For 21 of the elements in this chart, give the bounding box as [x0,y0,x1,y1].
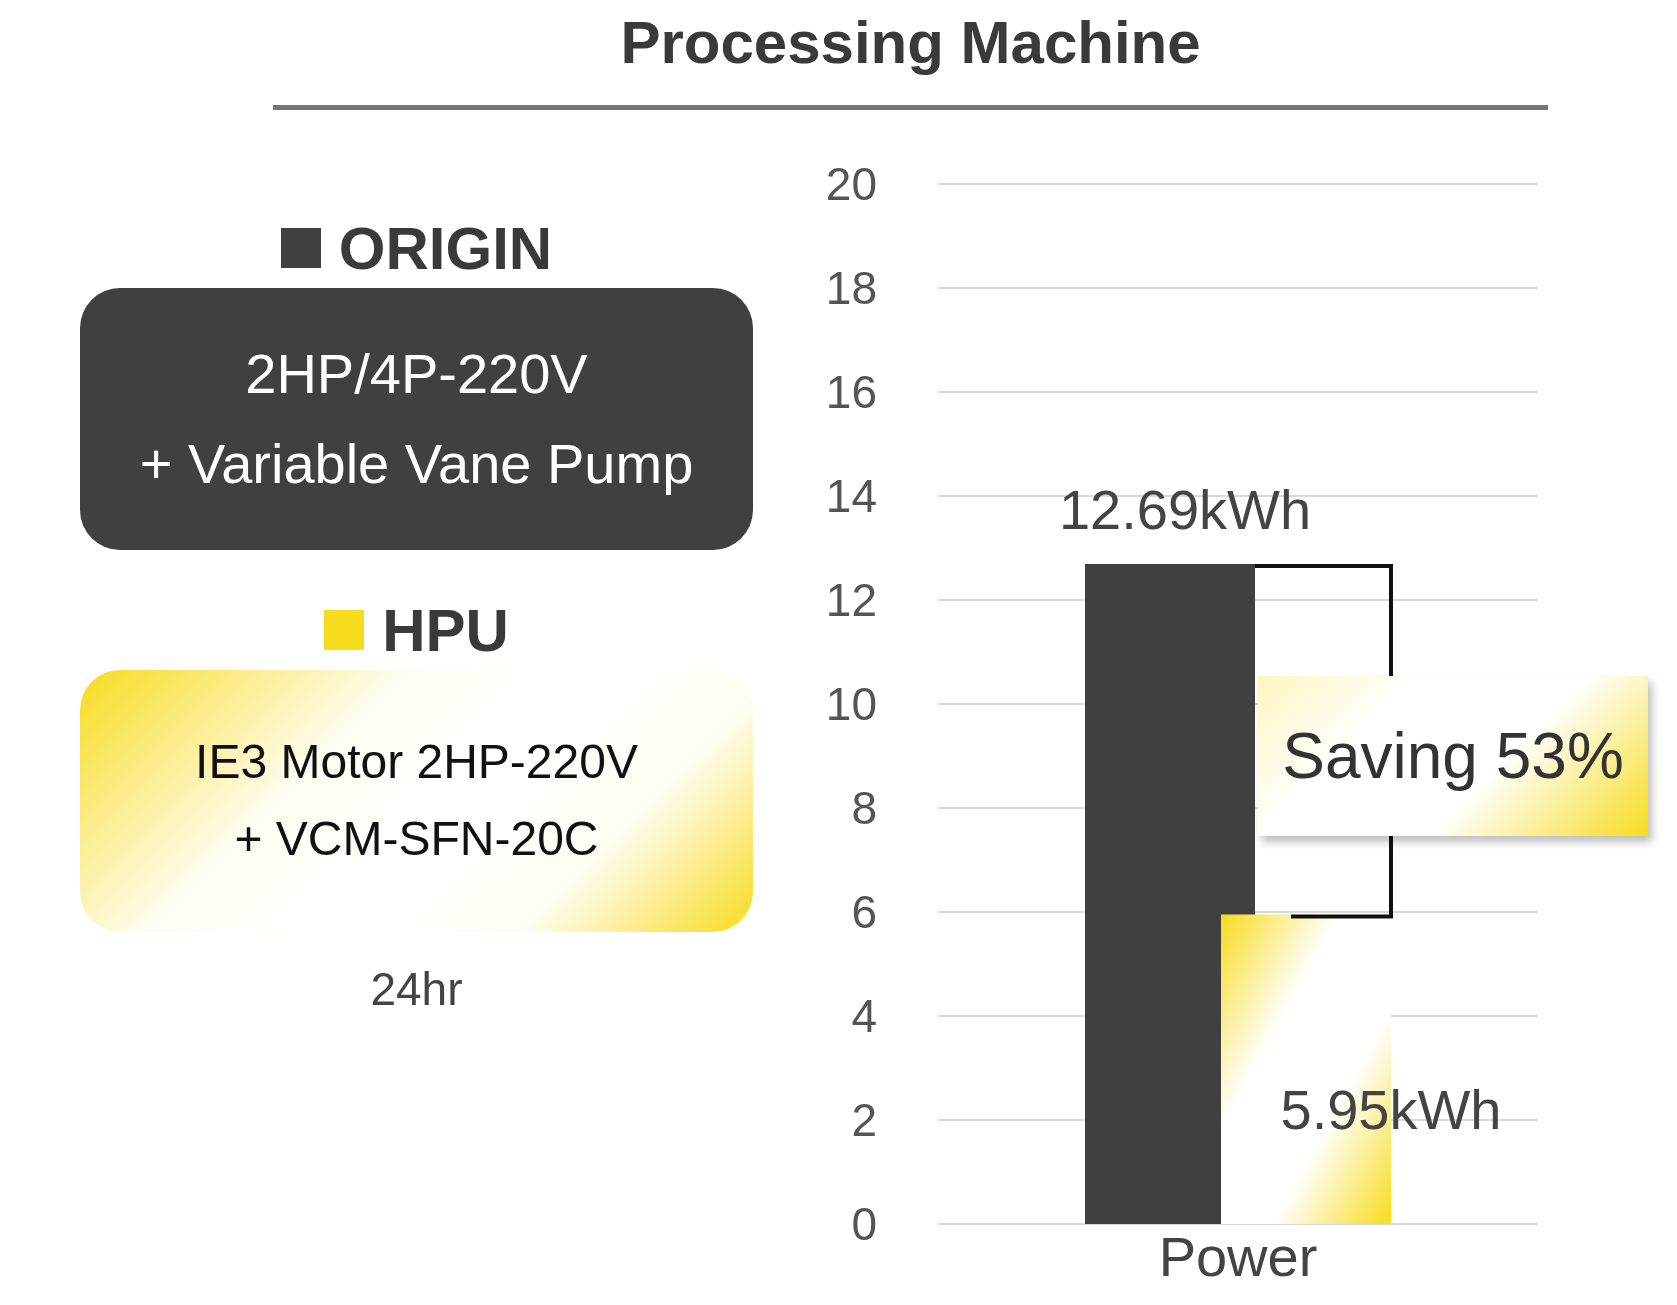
data-label: 12.69kWh [1058,478,1312,542]
text: 24hr [369,962,464,1016]
legend-label: HPU [382,595,509,665]
legend-label: ORIGIN [338,213,553,283]
annotation: Saving 53% [1258,676,1648,836]
y-tick-label: 2 [851,1094,877,1147]
y-tick-label: 12 [825,574,877,627]
y-tick-label: 14 [825,470,877,523]
y-tick-label: 0 [851,1198,877,1251]
y-tick-label: 16 [825,366,877,419]
y-tick-label: 20 [825,158,877,211]
y-tick-label: 4 [851,990,877,1043]
y-tick-label: 10 [825,678,877,731]
card: IE3 Motor 2HP-220V + VCM-SFN-20C [80,670,753,932]
y-tick-label: 8 [851,782,877,835]
y-tick-label: 6 [851,886,877,939]
chart-title: Processing Machine [619,8,1202,77]
x-tick-label: Power [1158,1224,1318,1288]
card: 2HP/4P-220V + Variable Vane Pump [80,288,753,550]
y-tick-label: 18 [825,262,877,315]
data-label: 5.95kWh [1280,1078,1502,1141]
